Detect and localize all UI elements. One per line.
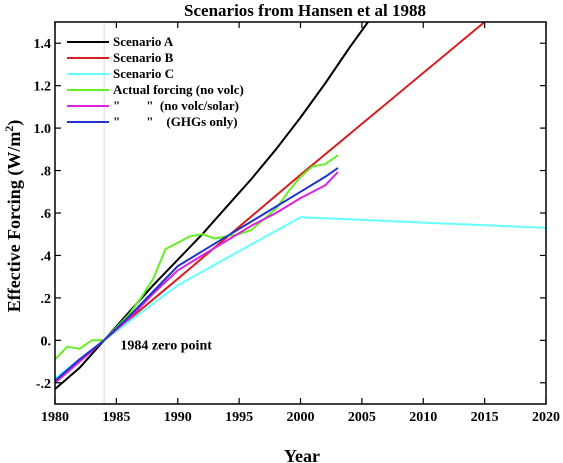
legend-label-2: Scenario C — [113, 66, 174, 81]
y-tick-label: 0. — [41, 334, 52, 349]
series-line-5 — [55, 167, 339, 382]
legend-label-1: Scenario B — [113, 50, 174, 65]
series-line-3 — [55, 154, 339, 361]
x-tick-label: 2000 — [287, 410, 315, 425]
series-line-2 — [55, 216, 546, 380]
y-tick-label: .4 — [41, 249, 52, 264]
y-axis-label: Effective Forcing (W/m2) — [2, 120, 25, 313]
plot-area: 1980 1985 1990 1995 2000 2005 2010 2015 2020 -.2 0… — [34, 21, 560, 425]
x-tick-label: 2015 — [471, 410, 499, 425]
x-tick-label: 2010 — [409, 410, 437, 425]
x-tick-label: 2005 — [348, 410, 376, 425]
y-tick-label: 1.4 — [34, 37, 52, 52]
x-tick-label: 1985 — [102, 410, 130, 425]
legend-label-5: " " (GHGs only) — [113, 114, 238, 129]
y-tick-label: 1.2 — [34, 80, 52, 95]
series-line-0 — [55, 22, 369, 391]
x-axis-label: Year — [284, 446, 320, 463]
y-tick-label: -.2 — [36, 377, 51, 392]
legend-label-3: Actual forcing (no volc) — [113, 82, 244, 97]
y-tick-label: .6 — [41, 207, 52, 222]
chart-title: Scenarios from Hansen et al 1988 — [184, 1, 426, 20]
x-tick-label: 1995 — [225, 410, 253, 425]
x-tick-label: 2020 — [532, 410, 560, 425]
y-axis-label-close: ) — [4, 120, 25, 126]
y-tick-label: 1.0 — [34, 122, 52, 137]
x-tick-label: 1990 — [164, 410, 192, 425]
series-group — [55, 22, 546, 391]
y-axis-label-main: Effective Forcing (W/m — [4, 132, 25, 313]
x-tick-label: 1980 — [41, 410, 69, 425]
y-tick-label: .8 — [41, 165, 52, 180]
annotation-zero-point: 1984 zero point — [120, 339, 212, 354]
y-tick-label: .2 — [41, 292, 52, 307]
y-axis-label-superscript: 2 — [2, 126, 16, 132]
legend-label-0: Scenario A — [113, 34, 174, 49]
legend-label-4: " " (no volc/solar) — [113, 98, 239, 113]
